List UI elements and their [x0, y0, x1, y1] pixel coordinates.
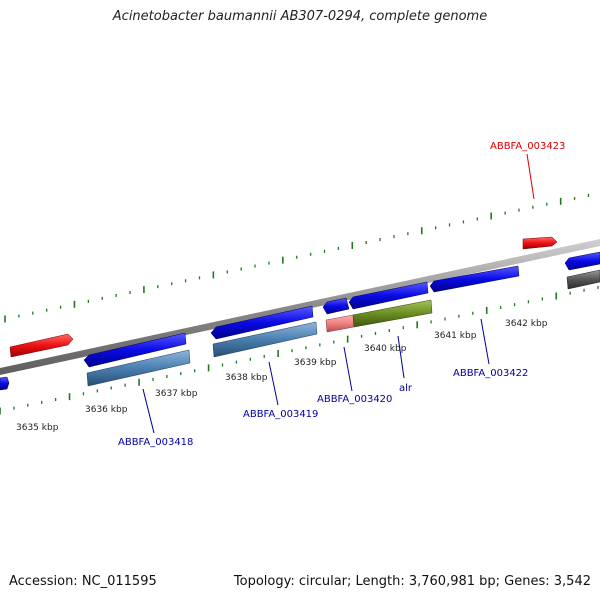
gene-arrow-blue — [83, 332, 187, 368]
tick-label: 3636 kbp — [85, 405, 128, 415]
gene-arrow-blue — [429, 265, 520, 293]
gene-arrow-blue — [348, 281, 429, 310]
gene-arrow-blue — [564, 251, 600, 271]
gene-box-gray — [566, 269, 600, 290]
tick-label: 3639 kbp — [294, 358, 337, 368]
lower-tick-ring — [0, 285, 599, 415]
gene-label-abbfa-003418: ABBFA_003418 — [118, 437, 193, 448]
gene-label-abbfa-003420: ABBFA_003420 — [317, 394, 392, 405]
tick-label: 3642 kbp — [505, 319, 548, 329]
upper-tick-ring — [4, 193, 590, 323]
accession-text: Accession: NC_011595 — [9, 574, 157, 589]
gene-label-abbfa-003423: ABBFA_003423 — [490, 141, 565, 152]
gene-labels: ABBFA_003418 ABBFA_003419 ABBFA_003420 a… — [118, 141, 565, 448]
tick-label: 3640 kbp — [364, 344, 407, 354]
gene-box-salmon — [325, 314, 355, 333]
gene-label-alr: alr — [399, 383, 413, 394]
tick-label: 3638 kbp — [225, 373, 268, 383]
gene-label-abbfa-003422: ABBFA_003422 — [453, 368, 528, 379]
tick-label: 3635 kbp — [16, 423, 59, 433]
genome-summary-text: Topology: circular; Length: 3,760,981 bp… — [233, 574, 591, 589]
tick-label: 3641 kbp — [434, 331, 477, 341]
gene-arrow-blue — [0, 376, 10, 391]
gene-arrow-red — [522, 236, 558, 250]
gene-box-steel — [212, 321, 318, 358]
gene-arrow-red — [9, 333, 74, 358]
map-title: Acinetobacter baumannii AB307-0294, comp… — [112, 9, 488, 24]
gene-arrow-blue — [322, 297, 350, 315]
tick-labels: 3635 kbp 3636 kbp 3637 kbp 3638 kbp 3639… — [16, 319, 548, 433]
leader-line — [526, 153, 535, 200]
tick-label: 3637 kbp — [155, 389, 198, 399]
label-leaders — [142, 153, 535, 434]
gene-box-steel — [86, 349, 191, 387]
leader-line — [480, 318, 490, 365]
leader-line — [268, 361, 279, 406]
leader-line — [397, 335, 405, 379]
leader-line — [142, 388, 155, 434]
gene-box-olive — [352, 299, 433, 328]
gene-arrow-blue — [210, 305, 314, 340]
leader-line — [343, 346, 353, 392]
gene-label-abbfa-003419: ABBFA_003419 — [243, 409, 318, 420]
